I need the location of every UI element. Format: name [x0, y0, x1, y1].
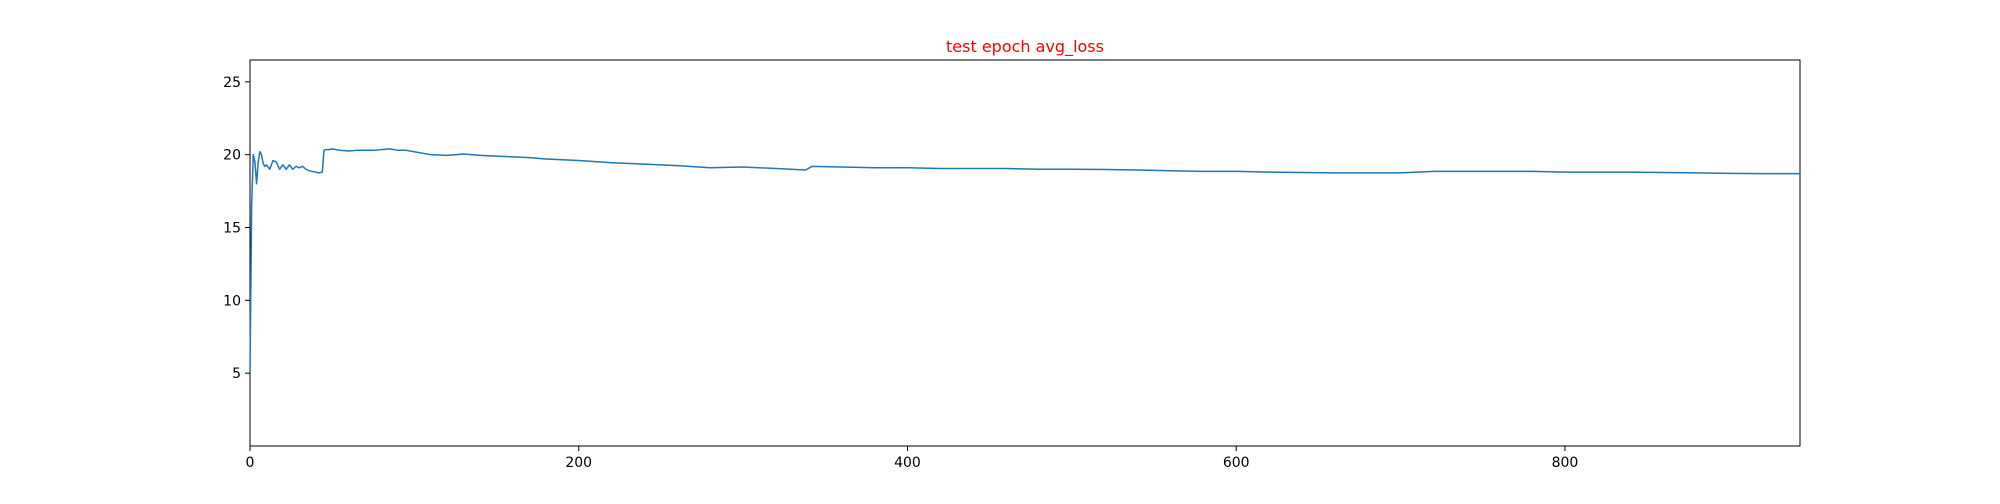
series-line-0: [249, 148, 1800, 374]
x-tick-label: 400: [894, 455, 921, 471]
x-tick-label: 600: [1223, 455, 1250, 471]
x-tick-label: 800: [1552, 455, 1579, 471]
y-tick-label: 20: [223, 148, 241, 164]
y-tick-label: 10: [223, 293, 241, 309]
x-tick-label: 0: [246, 455, 255, 471]
y-tick-label: 25: [223, 75, 241, 91]
plot-area-frame: [249, 59, 1801, 447]
x-tick-label: 200: [565, 455, 592, 471]
chart-title: test epoch avg_loss: [946, 37, 1104, 57]
y-tick-label: 5: [232, 366, 241, 382]
y-tick-label: 15: [223, 221, 241, 237]
